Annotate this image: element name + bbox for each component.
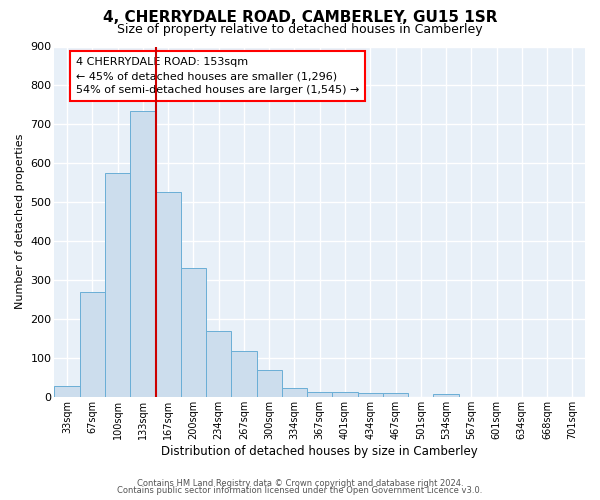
Bar <box>332 392 358 397</box>
Bar <box>181 268 206 397</box>
Bar <box>257 370 282 397</box>
Text: 4, CHERRYDALE ROAD, CAMBERLEY, GU15 1SR: 4, CHERRYDALE ROAD, CAMBERLEY, GU15 1SR <box>103 10 497 25</box>
Bar <box>383 393 408 397</box>
Bar <box>105 173 130 397</box>
Bar <box>433 394 458 397</box>
Bar <box>206 332 232 397</box>
Bar <box>232 351 257 397</box>
Bar <box>155 192 181 397</box>
Bar <box>130 110 155 397</box>
X-axis label: Distribution of detached houses by size in Camberley: Distribution of detached houses by size … <box>161 444 478 458</box>
Text: 4 CHERRYDALE ROAD: 153sqm
← 45% of detached houses are smaller (1,296)
54% of se: 4 CHERRYDALE ROAD: 153sqm ← 45% of detac… <box>76 57 359 95</box>
Bar <box>358 392 383 397</box>
Y-axis label: Number of detached properties: Number of detached properties <box>15 134 25 310</box>
Text: Size of property relative to detached houses in Camberley: Size of property relative to detached ho… <box>117 22 483 36</box>
Bar <box>282 388 307 397</box>
Text: Contains HM Land Registry data © Crown copyright and database right 2024.: Contains HM Land Registry data © Crown c… <box>137 478 463 488</box>
Bar <box>307 392 332 397</box>
Bar <box>80 292 105 397</box>
Bar <box>55 386 80 397</box>
Text: Contains public sector information licensed under the Open Government Licence v3: Contains public sector information licen… <box>118 486 482 495</box>
